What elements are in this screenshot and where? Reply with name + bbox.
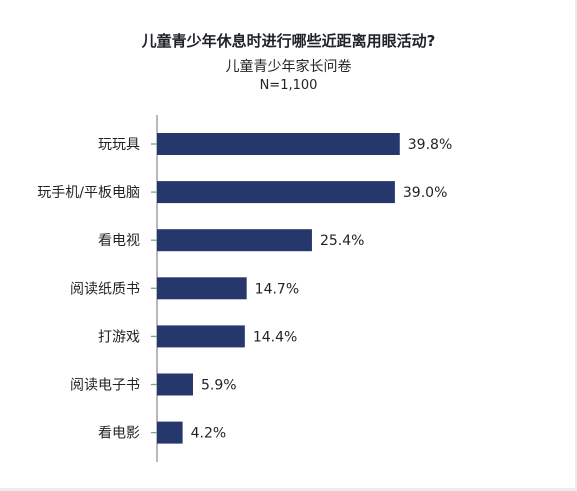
category-label: 阅读电子书 [70,377,140,394]
data-label: 14.7% [255,281,299,297]
chart-subtitle: 儿童青少年家长问卷 [225,59,352,75]
category-label: 看电视 [98,233,140,249]
bar [157,325,245,348]
category-label: 玩玩具 [98,137,140,153]
bar [157,133,400,155]
category-label: 看电影 [98,426,140,442]
chart-title: 儿童青少年休息时进行哪些近距离用眼活动? [141,32,436,50]
sample-size-label: N=1,100 [259,78,318,93]
bar [157,373,193,396]
bar [157,181,395,204]
bar [157,277,247,300]
category-label: 阅读纸质书 [70,280,140,297]
category-label: 打游戏 [98,328,140,345]
data-label: 25.4% [320,233,364,249]
data-label: 4.2% [191,426,227,442]
data-label: 5.9% [201,378,237,394]
bottom-frame-border [0,488,577,491]
data-label: 14.4% [253,329,297,345]
bar [157,421,183,444]
category-label: 玩手机/平板电脑 [37,185,140,201]
data-label: 39.0% [403,185,447,201]
data-label: 39.8% [408,137,452,153]
right-frame-border [575,0,577,491]
bar [157,229,312,252]
